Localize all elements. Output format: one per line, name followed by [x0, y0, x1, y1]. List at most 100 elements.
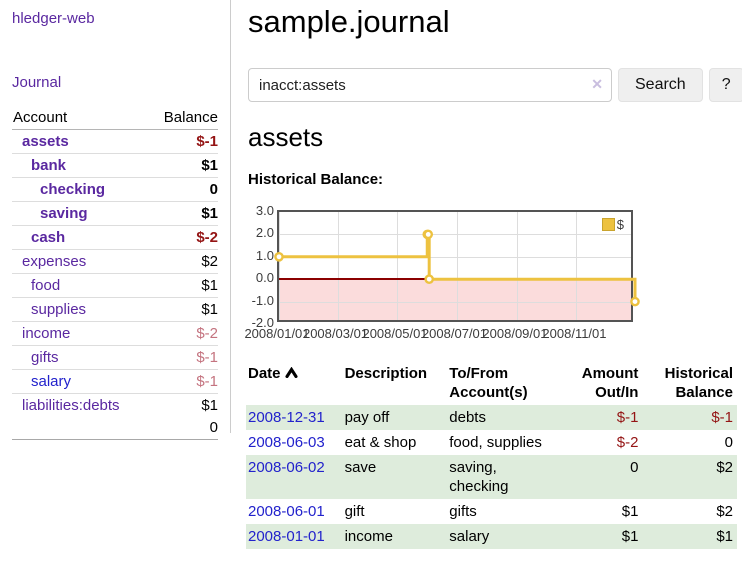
account-link[interactable]: cash: [31, 229, 66, 246]
gridline: [576, 212, 578, 320]
chart-series-svg: [274, 229, 640, 307]
account-link[interactable]: checking: [40, 181, 106, 198]
balance-step-line: [279, 232, 637, 302]
legend-label: $: [616, 217, 624, 232]
transaction-amount: $1: [621, 528, 639, 545]
balance-column-header: Balance: [148, 107, 218, 130]
register-row: 2008-01-01 income salary $1 $1: [246, 524, 737, 549]
gridline: [279, 234, 631, 236]
gridline: [279, 256, 631, 258]
account-balance: $1: [148, 273, 218, 298]
transaction-accounts: debts: [449, 409, 486, 426]
search-form: ✕ Search ?: [248, 68, 742, 102]
search-input[interactable]: [248, 68, 612, 102]
register-column-header: Amount Out/In: [581, 365, 639, 401]
gridline: [337, 212, 339, 320]
account-link[interactable]: salary: [31, 373, 72, 390]
x-axis-tick-label: 2008/05/01: [362, 326, 428, 341]
register-column-header: Description: [344, 365, 428, 382]
transaction-date-link[interactable]: 2008-01-01: [248, 528, 325, 545]
account-balance: $1: [148, 201, 218, 226]
transaction-amount: $-2: [616, 434, 639, 451]
accounts-table: Account Balance assets $-1 bank $1 checking 0…: [12, 107, 218, 440]
total-row: 0: [12, 417, 218, 440]
x-axis-tick-label: 2008/01/01: [244, 326, 310, 341]
x-axis-tick-label: 2008/07/01: [421, 326, 488, 341]
account-link[interactable]: bank: [31, 157, 67, 174]
main-content: sample.journal ✕ Search ? assets Histori…: [244, 0, 742, 582]
gridline: [516, 212, 518, 320]
y-axis-tick-label: 0.0: [255, 270, 274, 286]
journal-nav: Journal: [12, 74, 218, 92]
account-balance: $2: [148, 249, 218, 274]
sidebar-account-row: income $-2: [12, 321, 218, 346]
sidebar-account-row: assets $-1: [12, 130, 218, 154]
transaction-description: save: [344, 459, 377, 476]
account-balance: $-1: [148, 369, 218, 394]
sidebar-account-row: saving $1: [12, 201, 218, 226]
chart-title: Historical Balance:: [248, 171, 384, 188]
transaction-balance: $2: [716, 459, 733, 476]
journal-link[interactable]: Journal: [12, 74, 62, 91]
historical-balance-chart: $ 3.0 2.0 1.0 0.0 -1.0 -2.0 2008/01/01 2008/03…: [244, 203, 668, 342]
clear-search-icon[interactable]: ✕: [591, 76, 603, 92]
total-balance: 0: [148, 417, 218, 440]
data-point-marker: [423, 229, 434, 240]
account-link[interactable]: income: [22, 325, 71, 342]
transaction-date-link[interactable]: 2008-06-03: [248, 434, 325, 451]
transaction-description: gift: [344, 503, 365, 520]
transaction-amount: $-1: [616, 409, 639, 426]
legend-swatch-icon: [601, 218, 615, 231]
page-title: sample.journal: [248, 4, 450, 39]
transaction-date-link[interactable]: 2008-12-31: [248, 409, 325, 426]
account-balance: $-1: [148, 345, 218, 370]
sidebar-account-row: liabilities:debts $1: [12, 393, 218, 417]
account-column-header: Account: [12, 107, 149, 130]
x-axis-tick-label: 2008/11/01: [542, 326, 607, 341]
y-axis-tick-label: -2.0: [251, 315, 274, 330]
transaction-amount: 0: [630, 459, 639, 476]
x-axis-tick-label: 2008/09/01: [482, 326, 548, 341]
data-point-marker: [630, 296, 640, 307]
transaction-balance: $-1: [711, 409, 733, 426]
sidebar-account-row: salary $-1: [12, 369, 218, 394]
sidebar-account-row: supplies $1: [12, 297, 218, 322]
y-axis-tick-label: 2.0: [255, 225, 274, 241]
transaction-date-link[interactable]: 2008-06-02: [248, 459, 325, 476]
account-link[interactable]: gifts: [31, 349, 59, 366]
transaction-date-link[interactable]: 2008-06-01: [248, 503, 325, 520]
sidebar-account-row: gifts $-1: [12, 345, 218, 370]
register-column-header: Historical Balance: [664, 365, 733, 401]
transaction-accounts: saving, checking: [449, 459, 509, 495]
account-link[interactable]: saving: [40, 205, 88, 222]
account-link[interactable]: supplies: [31, 301, 87, 318]
register-row: 2008-06-01 gift gifts $1 $2: [246, 499, 737, 524]
account-link[interactable]: assets: [22, 133, 69, 150]
transaction-description: eat & shop: [344, 434, 417, 451]
account-link[interactable]: food: [31, 277, 61, 294]
register-column-header[interactable]: Date: [246, 361, 343, 405]
transaction-description: income: [344, 528, 393, 545]
x-axis-tick-label: 2008/03/01: [302, 326, 369, 341]
brand-link[interactable]: hledger-web: [12, 10, 95, 27]
account-balance: $-2: [148, 225, 218, 250]
account-link[interactable]: expenses: [22, 253, 87, 270]
transaction-amount: $1: [621, 503, 639, 520]
chart-plot-area: $: [274, 210, 640, 322]
transaction-balance: $1: [716, 528, 733, 545]
search-button[interactable]: Search: [618, 68, 703, 102]
transaction-accounts: food, supplies: [449, 434, 542, 451]
sidebar-account-row: bank $1: [12, 153, 218, 178]
help-button[interactable]: ?: [708, 68, 742, 102]
register-table: Date Description To/From Account(s) Amount …: [246, 361, 737, 549]
account-balance: $1: [148, 393, 218, 417]
app-brand: hledger-web: [12, 10, 218, 28]
sidebar: hledger-web Journal Account Balance asse…: [0, 0, 231, 440]
account-balance: $-1: [196, 133, 218, 150]
transaction-balance: 0: [724, 434, 733, 451]
transaction-accounts: salary: [449, 528, 490, 545]
y-axis-tick-label: 1.0: [255, 247, 274, 263]
register-row: 2008-06-02 save saving, checking 0 $2: [246, 455, 737, 499]
account-link[interactable]: liabilities:debts: [22, 397, 120, 414]
gridline: [456, 212, 458, 320]
